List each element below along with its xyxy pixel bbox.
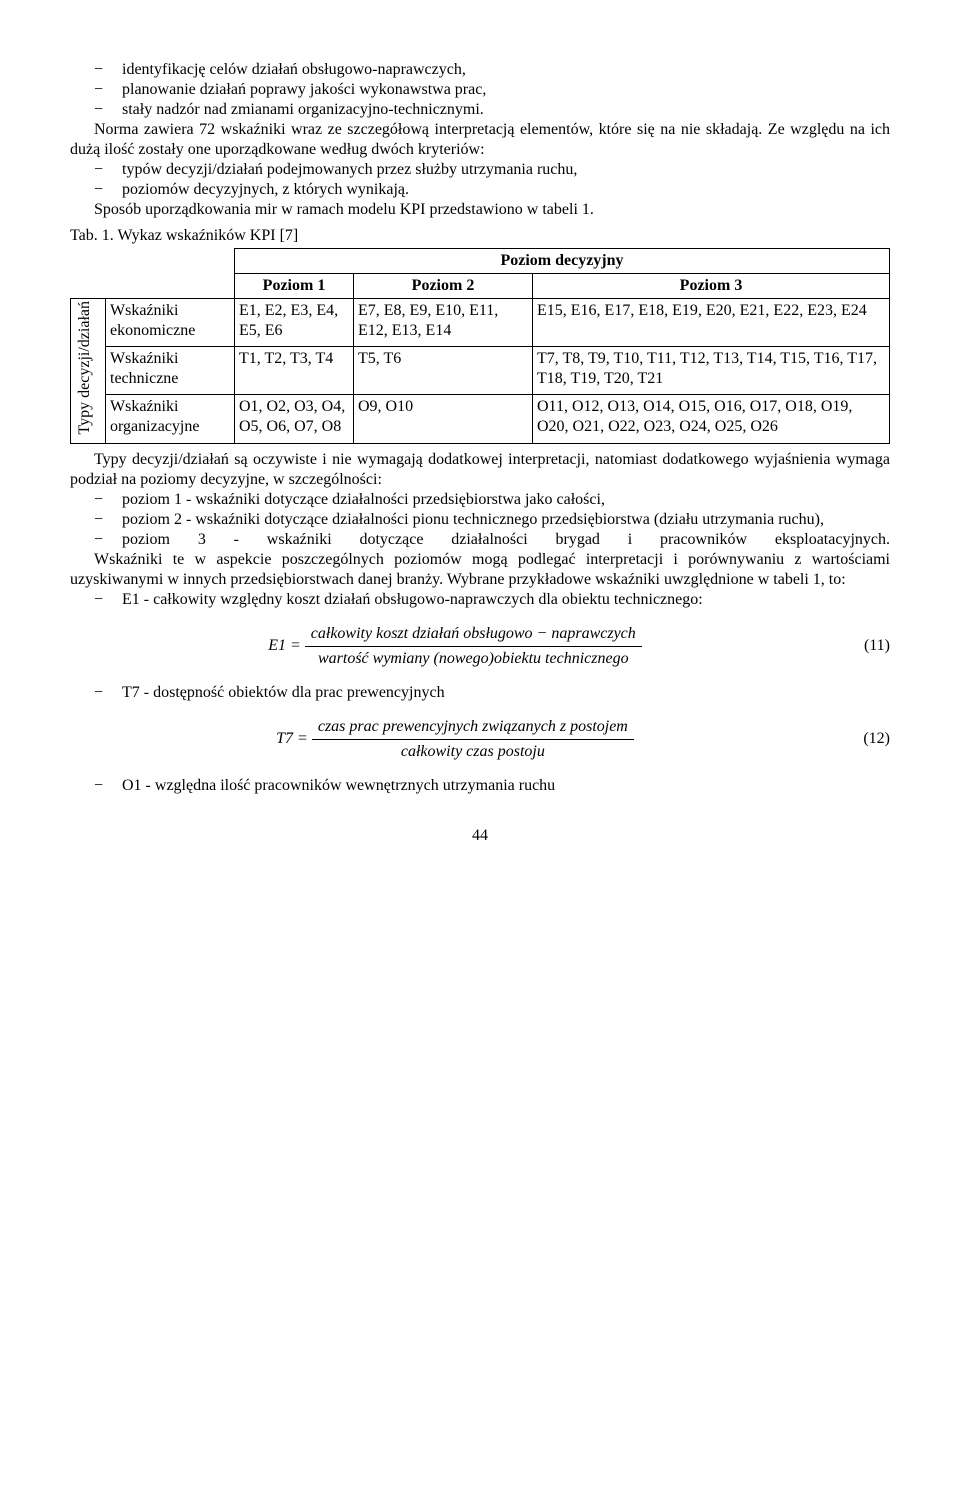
table-cell: E15, E16, E17, E18, E19, E20, E21, E22, …: [533, 299, 890, 347]
table-caption: Tab. 1. Wykaz wskaźników KPI [7]: [70, 226, 890, 246]
list-item: O1 - względna ilość pracowników wewnętrz…: [70, 776, 890, 796]
table-row: Wskaźniki techniczne T1, T2, T3, T4 T5, …: [71, 347, 890, 395]
table-cell: E1, E2, E3, E4, E5, E6: [235, 299, 354, 347]
table-cell: O1, O2, O3, O4, O5, O6, O7, O8: [235, 395, 354, 443]
table-cell: E7, E8, E9, E10, E11, E12, E13, E14: [354, 299, 533, 347]
paragraph-wskazniki: Wskaźniki te w aspekcie poszczególnych p…: [70, 550, 890, 590]
table-row-label: Wskaźniki ekonomiczne: [106, 299, 235, 347]
table-row-label: Wskaźniki techniczne: [106, 347, 235, 395]
equation-11: E1 = całkowity koszt działań obsługowo −…: [70, 624, 890, 669]
paragraph-sposob: Sposób uporządkowania mir w ramach model…: [70, 200, 890, 220]
list-item: typów decyzji/działań podejmowanych prze…: [70, 160, 890, 180]
table-side-header: Typy decyzji/działań: [71, 299, 106, 444]
list-item: poziom 1 - wskaźniki dotyczące działalno…: [70, 490, 890, 510]
o1-list: O1 - względna ilość pracowników wewnętrz…: [70, 776, 890, 796]
table-cell: T7, T8, T9, T10, T11, T12, T13, T14, T15…: [533, 347, 890, 395]
kpi-table: Poziom decyzyjny Poziom 1 Poziom 2 Pozio…: [70, 248, 890, 444]
intro-list: identyfikację celów działań obsługowo-na…: [70, 60, 890, 120]
table-col-header: Poziom 1: [235, 274, 354, 299]
e1-list: E1 - całkowity względny koszt działań ob…: [70, 590, 890, 610]
equation-12: T7 = czas prac prewencyjnych związanych …: [70, 717, 890, 762]
page-number: 44: [70, 826, 890, 846]
poziom-list: poziom 1 - wskaźniki dotyczące działalno…: [70, 490, 890, 550]
eq-denominator: wartość wymiany (nowego)obiektu technicz…: [305, 647, 642, 669]
list-item: planowanie działań poprawy jakości wykon…: [70, 80, 890, 100]
eq-lhs: E1 =: [268, 637, 301, 654]
table-corner: [71, 249, 235, 299]
table-cell: O11, O12, O13, O14, O15, O16, O17, O18, …: [533, 395, 890, 443]
eq-lhs: T7 =: [276, 730, 308, 747]
eq-denominator: całkowity czas postoju: [312, 740, 634, 762]
eq-numerator: całkowity koszt działań obsługowo − napr…: [305, 624, 642, 647]
list-item: identyfikację celów działań obsługowo-na…: [70, 60, 890, 80]
table-col-header: Poziom 3: [533, 274, 890, 299]
paragraph-typy: Typy decyzji/działań są oczywiste i nie …: [70, 450, 890, 490]
table-cell: T5, T6: [354, 347, 533, 395]
table-row: Wskaźniki organizacyjne O1, O2, O3, O4, …: [71, 395, 890, 443]
eq-numerator: czas prac prewencyjnych związanych z pos…: [312, 717, 634, 740]
list-item: T7 - dostępność obiektów dla prac prewen…: [70, 683, 890, 703]
table-cell: O9, O10: [354, 395, 533, 443]
eq-number: (11): [840, 636, 890, 656]
paragraph-norma: Norma zawiera 72 wskaźniki wraz ze szcze…: [70, 120, 890, 160]
list-item: stały nadzór nad zmianami organizacyjno-…: [70, 100, 890, 120]
table-group-header: Poziom decyzyjny: [235, 249, 890, 274]
list-item: E1 - całkowity względny koszt działań ob…: [70, 590, 890, 610]
criteria-list: typów decyzji/działań podejmowanych prze…: [70, 160, 890, 200]
t7-list: T7 - dostępność obiektów dla prac prewen…: [70, 683, 890, 703]
list-item: poziom 2 - wskaźniki dotyczące działalno…: [70, 510, 890, 530]
eq-number: (12): [840, 729, 890, 749]
list-item: poziomów decyzyjnych, z których wynikają…: [70, 180, 890, 200]
table-row: Typy decyzji/działań Wskaźniki ekonomicz…: [71, 299, 890, 347]
table-row-label: Wskaźniki organizacyjne: [106, 395, 235, 443]
list-item: poziom 3 - wskaźniki dotyczące działalno…: [70, 530, 890, 550]
table-cell: T1, T2, T3, T4: [235, 347, 354, 395]
table-col-header: Poziom 2: [354, 274, 533, 299]
